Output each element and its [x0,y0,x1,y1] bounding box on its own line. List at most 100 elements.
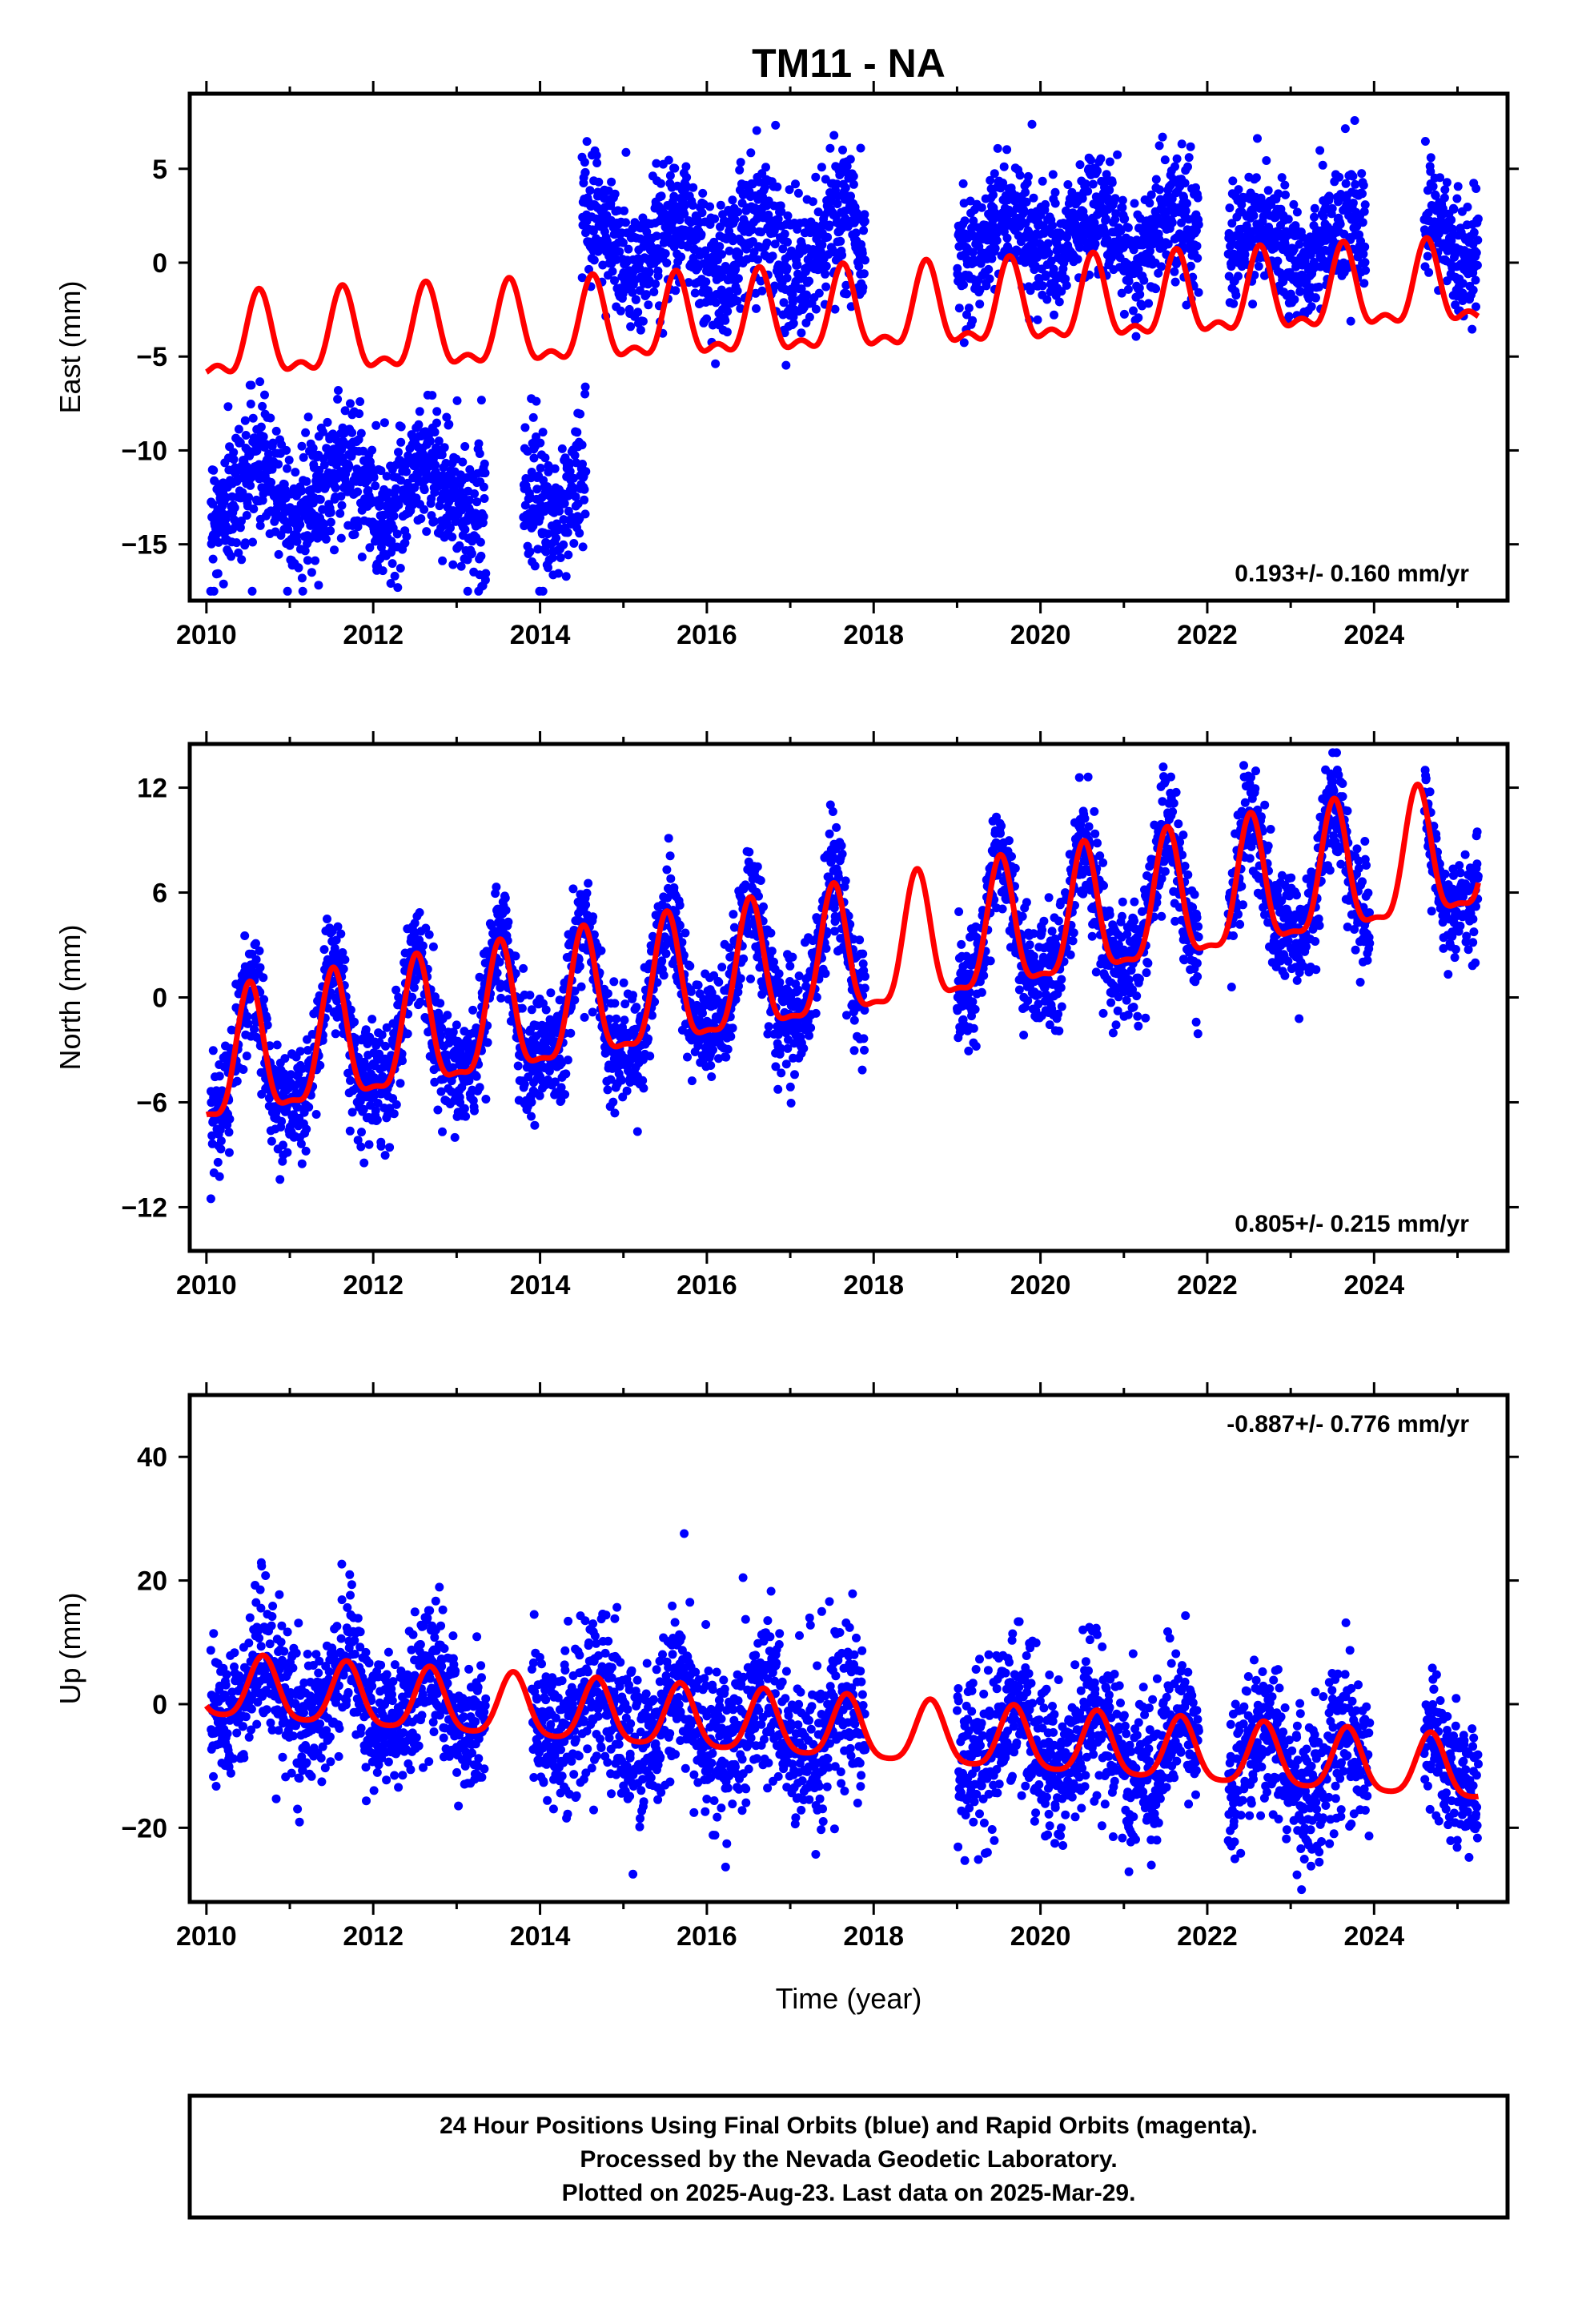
east-data-point [716,200,725,210]
north-data-point [433,1105,443,1115]
north-data-point [525,991,535,1000]
east-data-point [1341,179,1351,188]
east-data-point [1358,218,1367,227]
east-data-point [431,460,440,470]
north-data-point [301,1146,311,1156]
east-data-point [589,255,599,265]
north-data-point [450,1132,460,1142]
east-data-point [757,286,767,296]
east-data-point [390,571,400,581]
east-data-point [1194,220,1203,229]
east-data-point [301,428,311,437]
east-data-point [1172,154,1182,163]
north-data-point [492,968,502,978]
north-data-point [664,834,673,843]
north-data-point [517,1003,527,1013]
north-data-point [714,978,724,987]
east-data-point [1027,119,1037,129]
east-data-point [1248,300,1258,309]
east-data-point [1184,153,1194,163]
north-data-point [693,980,703,990]
east-x-tick-label: 2024 [1343,620,1404,650]
east-data-point [811,304,821,314]
east-data-point [1310,203,1319,213]
east-data-point [1123,223,1133,232]
north-data-point [645,1051,655,1061]
east-data-point [350,529,359,539]
north-data-point [659,971,669,980]
east-data-point [414,420,424,429]
east-data-point [415,407,424,416]
east-data-point [669,191,679,201]
east-data-point [580,167,590,177]
east-data-point [723,307,733,316]
east-data-point [715,242,725,251]
east-data-point [527,468,536,476]
east-data-point [244,493,254,502]
east-data-point [446,523,455,533]
east-data-point [536,438,545,448]
north-data-point [428,942,438,951]
east-data-point [1262,156,1271,165]
north-data-point [232,1076,242,1086]
east-data-point [480,459,489,468]
east-data-point [1182,199,1191,208]
east-data-point [849,179,858,189]
north-data-point [443,1011,452,1020]
east-data-point [984,264,994,274]
east-data-point [644,267,654,277]
east-data-point [298,586,307,596]
north-data-point [361,1025,371,1035]
north-data-point [208,1046,218,1055]
east-data-point [420,485,429,495]
east-data-point [571,492,580,501]
east-data-point [977,203,986,212]
east-data-point [608,267,617,276]
east-data-point [213,569,223,578]
north-data-point [381,1041,390,1051]
east-data-point [209,586,219,596]
east-data-point [557,444,567,453]
east-data-point [249,505,259,513]
north-data-point [612,1014,621,1023]
north-data-point [468,1005,478,1015]
north-data-point [530,1120,540,1130]
east-data-point [476,551,486,561]
east-data-point [811,172,821,182]
east-data-point [783,237,792,247]
east-data-point [1473,235,1483,245]
east-data-point [237,555,247,565]
east-data-point [1471,275,1480,285]
north-data-point [340,955,350,964]
east-data-point [990,169,999,179]
east-data-point [1083,187,1093,196]
east-data-point [426,436,435,446]
east-data-point [480,468,490,478]
east-data-point [393,583,403,593]
east-data-point [1043,239,1053,248]
east-data-point [1311,293,1320,303]
east-data-point [396,422,406,432]
east-data-point [229,455,239,464]
north-data-point [561,1069,571,1079]
east-data-point [1110,194,1120,203]
east-data-point [1193,253,1203,263]
north-data-point [707,1072,717,1081]
east-data-point [420,505,429,514]
east-data-point [470,489,480,498]
east-data-point [371,481,380,491]
east-data-point [214,537,223,547]
east-data-point [438,556,448,565]
east-data-point [677,252,686,262]
east-data-point [1225,203,1235,213]
east-data-point [297,573,307,583]
east-data-point [1439,193,1449,203]
east-data-point [333,395,343,404]
east-data-point [332,473,342,483]
east-data-point [1145,199,1154,208]
east-data-point [223,402,233,412]
east-data-point [474,439,484,448]
east-data-point [1160,155,1170,165]
east-data-point [860,216,869,226]
